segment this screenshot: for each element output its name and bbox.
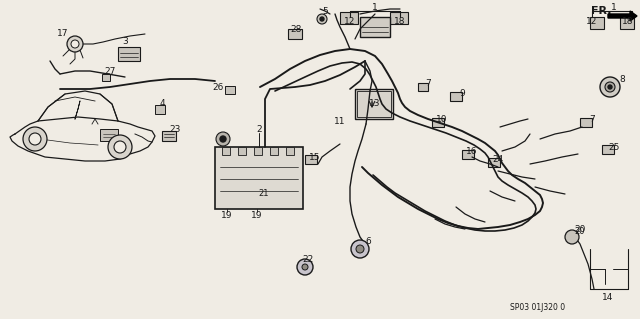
Circle shape xyxy=(320,17,324,21)
Text: 7: 7 xyxy=(425,79,431,88)
Circle shape xyxy=(67,36,83,52)
Circle shape xyxy=(114,141,126,153)
Bar xyxy=(357,91,391,117)
Text: 27: 27 xyxy=(104,66,116,76)
Text: 18: 18 xyxy=(394,17,406,26)
Text: 15: 15 xyxy=(309,152,321,161)
Circle shape xyxy=(317,14,327,24)
Circle shape xyxy=(108,135,132,159)
Bar xyxy=(270,147,278,155)
Bar xyxy=(580,118,592,127)
Text: 2: 2 xyxy=(256,124,262,133)
Circle shape xyxy=(216,132,230,146)
Text: 24: 24 xyxy=(492,154,504,164)
Bar xyxy=(155,105,165,114)
Bar xyxy=(238,147,246,155)
Text: 10: 10 xyxy=(436,115,448,123)
Text: 19: 19 xyxy=(221,211,233,219)
Circle shape xyxy=(302,264,308,270)
Text: 20: 20 xyxy=(574,225,586,234)
Text: 9: 9 xyxy=(459,90,465,99)
Bar xyxy=(215,147,303,209)
Bar xyxy=(286,147,294,155)
Text: 23: 23 xyxy=(170,124,180,133)
Text: 25: 25 xyxy=(608,143,620,152)
Text: 4: 4 xyxy=(159,100,165,108)
Bar xyxy=(620,17,634,29)
Text: SP03 01J320 0: SP03 01J320 0 xyxy=(510,302,565,311)
Bar xyxy=(222,147,230,155)
Bar xyxy=(462,150,474,159)
Bar xyxy=(432,118,444,127)
Text: 22: 22 xyxy=(302,255,314,263)
Bar xyxy=(102,74,110,81)
Circle shape xyxy=(565,230,579,244)
Text: 8: 8 xyxy=(619,75,625,84)
Text: 13: 13 xyxy=(369,100,381,108)
Text: 1: 1 xyxy=(372,3,378,11)
Bar xyxy=(450,92,462,101)
Text: 12: 12 xyxy=(344,17,356,26)
Bar xyxy=(225,86,235,94)
Bar xyxy=(488,158,500,167)
Circle shape xyxy=(351,240,369,258)
Bar xyxy=(118,47,140,61)
Bar xyxy=(602,145,614,154)
Text: 18: 18 xyxy=(622,17,634,26)
Text: 12: 12 xyxy=(586,17,598,26)
Bar xyxy=(355,89,393,119)
Circle shape xyxy=(23,127,47,151)
Circle shape xyxy=(608,85,612,89)
Text: 20: 20 xyxy=(575,226,585,235)
Circle shape xyxy=(297,259,313,275)
Bar xyxy=(100,129,118,141)
Text: 7: 7 xyxy=(589,115,595,123)
Circle shape xyxy=(29,133,41,145)
Text: 14: 14 xyxy=(602,293,614,301)
Circle shape xyxy=(605,82,615,92)
Bar xyxy=(162,131,176,141)
Text: 28: 28 xyxy=(291,25,301,33)
Circle shape xyxy=(600,77,620,97)
Polygon shape xyxy=(608,11,637,21)
Bar xyxy=(254,147,262,155)
Text: 11: 11 xyxy=(334,116,346,125)
Circle shape xyxy=(71,40,79,48)
Text: 6: 6 xyxy=(365,236,371,246)
Bar xyxy=(390,12,408,24)
Text: 5: 5 xyxy=(322,6,328,16)
Bar xyxy=(360,17,390,37)
Text: 1: 1 xyxy=(611,3,617,11)
Text: 19: 19 xyxy=(252,211,263,219)
Text: FR.: FR. xyxy=(591,6,611,16)
Bar xyxy=(340,12,358,24)
Text: 3: 3 xyxy=(122,36,128,46)
Circle shape xyxy=(356,245,364,253)
Text: 21: 21 xyxy=(259,189,269,198)
Bar xyxy=(418,83,428,91)
Text: 26: 26 xyxy=(212,83,224,92)
Text: 17: 17 xyxy=(57,29,68,39)
Text: 16: 16 xyxy=(467,146,477,155)
Circle shape xyxy=(220,136,226,142)
Bar xyxy=(590,17,604,29)
Bar xyxy=(305,155,317,164)
Bar xyxy=(288,29,302,39)
